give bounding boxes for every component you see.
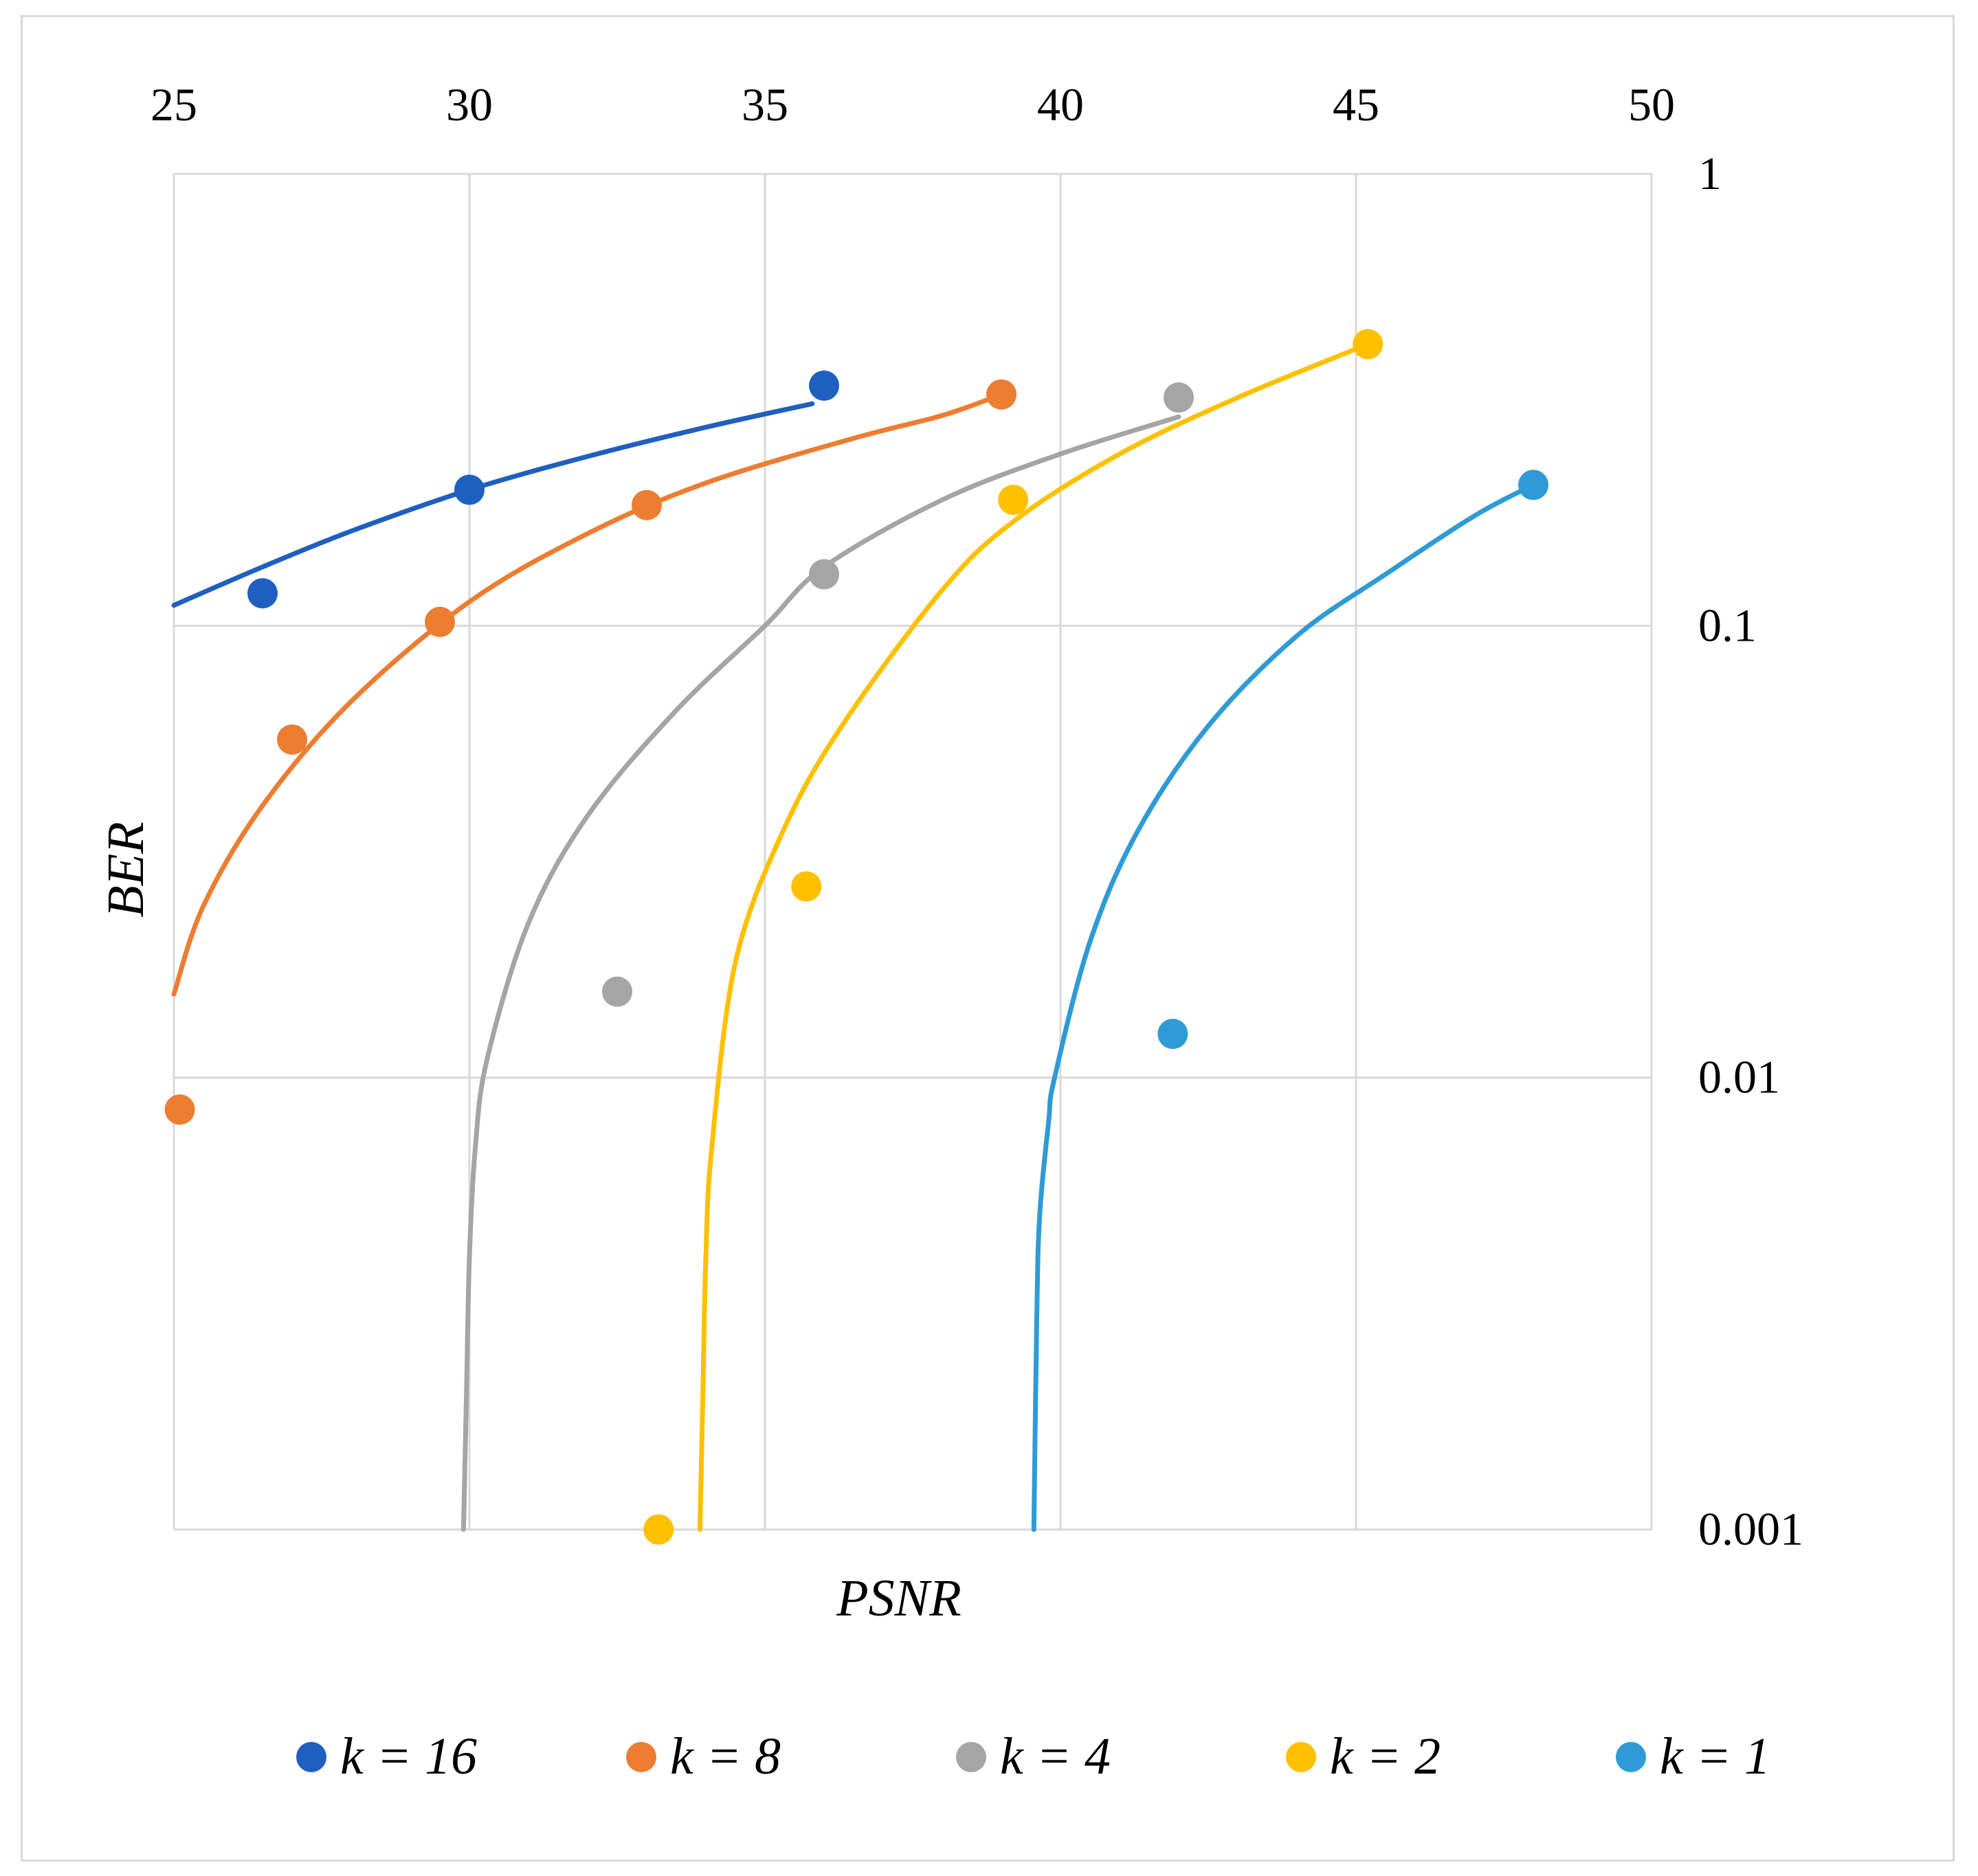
trendline-layer (171, 342, 1536, 1532)
trendline-series-3 (460, 414, 1181, 1532)
x-tick-label: 30 (446, 78, 493, 131)
x-tick-label: 50 (1628, 78, 1675, 131)
data-point-series-4-3 (998, 485, 1029, 516)
data-point-series-1-1 (247, 578, 278, 609)
trendline-series-5 (1031, 482, 1536, 1532)
data-point-series-4-1 (643, 1514, 674, 1545)
legend-label-series-5: k = 1 (1660, 1728, 1770, 1785)
data-point-series-3-1 (602, 976, 632, 1007)
legend: k = 16 k = 8 k = 4 k = 2 k = 1 (296, 1728, 1770, 1785)
chart-frame: 25 30 35 40 45 50 1 0.1 0.01 0.001 PSNR BER k = 1… (21, 15, 1955, 1862)
data-point-series-2-5 (986, 379, 1016, 410)
data-point-series-5-1 (1157, 1018, 1188, 1049)
y-tick-label: 0.01 (1698, 1051, 1780, 1103)
grid-layer (173, 173, 1653, 1531)
legend-marker-series-2 (626, 1742, 656, 1772)
trendline-series-1 (171, 401, 815, 608)
data-point-series-4-2 (791, 871, 822, 902)
legend-marker-series-4 (1286, 1742, 1316, 1772)
data-point-series-5-2 (1518, 470, 1548, 500)
point-layer (164, 329, 1548, 1545)
data-point-series-4-4 (1353, 329, 1384, 360)
legend-label-series-4: k = 2 (1330, 1728, 1441, 1785)
data-point-series-3-2 (809, 559, 839, 590)
chart-svg: 25 30 35 40 45 50 1 0.1 0.01 0.001 PSNR BER k = 1… (97, 78, 1803, 1785)
y-axis-title: BER (97, 821, 155, 917)
legend-marker-series-3 (956, 1742, 986, 1772)
legend-label-series-2: k = 8 (670, 1728, 781, 1785)
x-tick-label: 45 (1333, 78, 1379, 131)
x-tick-label: 35 (742, 78, 788, 131)
x-tick-label: 25 (151, 78, 197, 131)
legend-label-series-3: k = 4 (1000, 1728, 1111, 1785)
legend-marker-series-1 (296, 1742, 326, 1772)
y-tick-label: 0.1 (1698, 599, 1757, 651)
x-axis-title: PSNR (836, 1569, 962, 1627)
tick-layer: 25 30 35 40 45 50 1 0.1 0.01 0.001 (151, 78, 1803, 1555)
data-point-series-2-2 (277, 724, 307, 755)
legend-label-series-1: k = 16 (340, 1728, 477, 1785)
data-point-series-2-1 (164, 1094, 195, 1125)
data-point-series-1-3 (809, 370, 839, 401)
trendline-series-4 (697, 342, 1370, 1532)
data-point-series-2-3 (425, 606, 455, 637)
data-point-series-2-4 (632, 489, 662, 520)
y-tick-label: 0.001 (1698, 1503, 1803, 1555)
legend-marker-series-5 (1616, 1742, 1646, 1772)
y-tick-label: 1 (1698, 147, 1722, 199)
x-tick-label: 40 (1037, 78, 1084, 131)
data-point-series-1-2 (454, 474, 485, 505)
data-point-series-3-3 (1164, 382, 1194, 413)
trendline-series-2 (171, 392, 1004, 997)
